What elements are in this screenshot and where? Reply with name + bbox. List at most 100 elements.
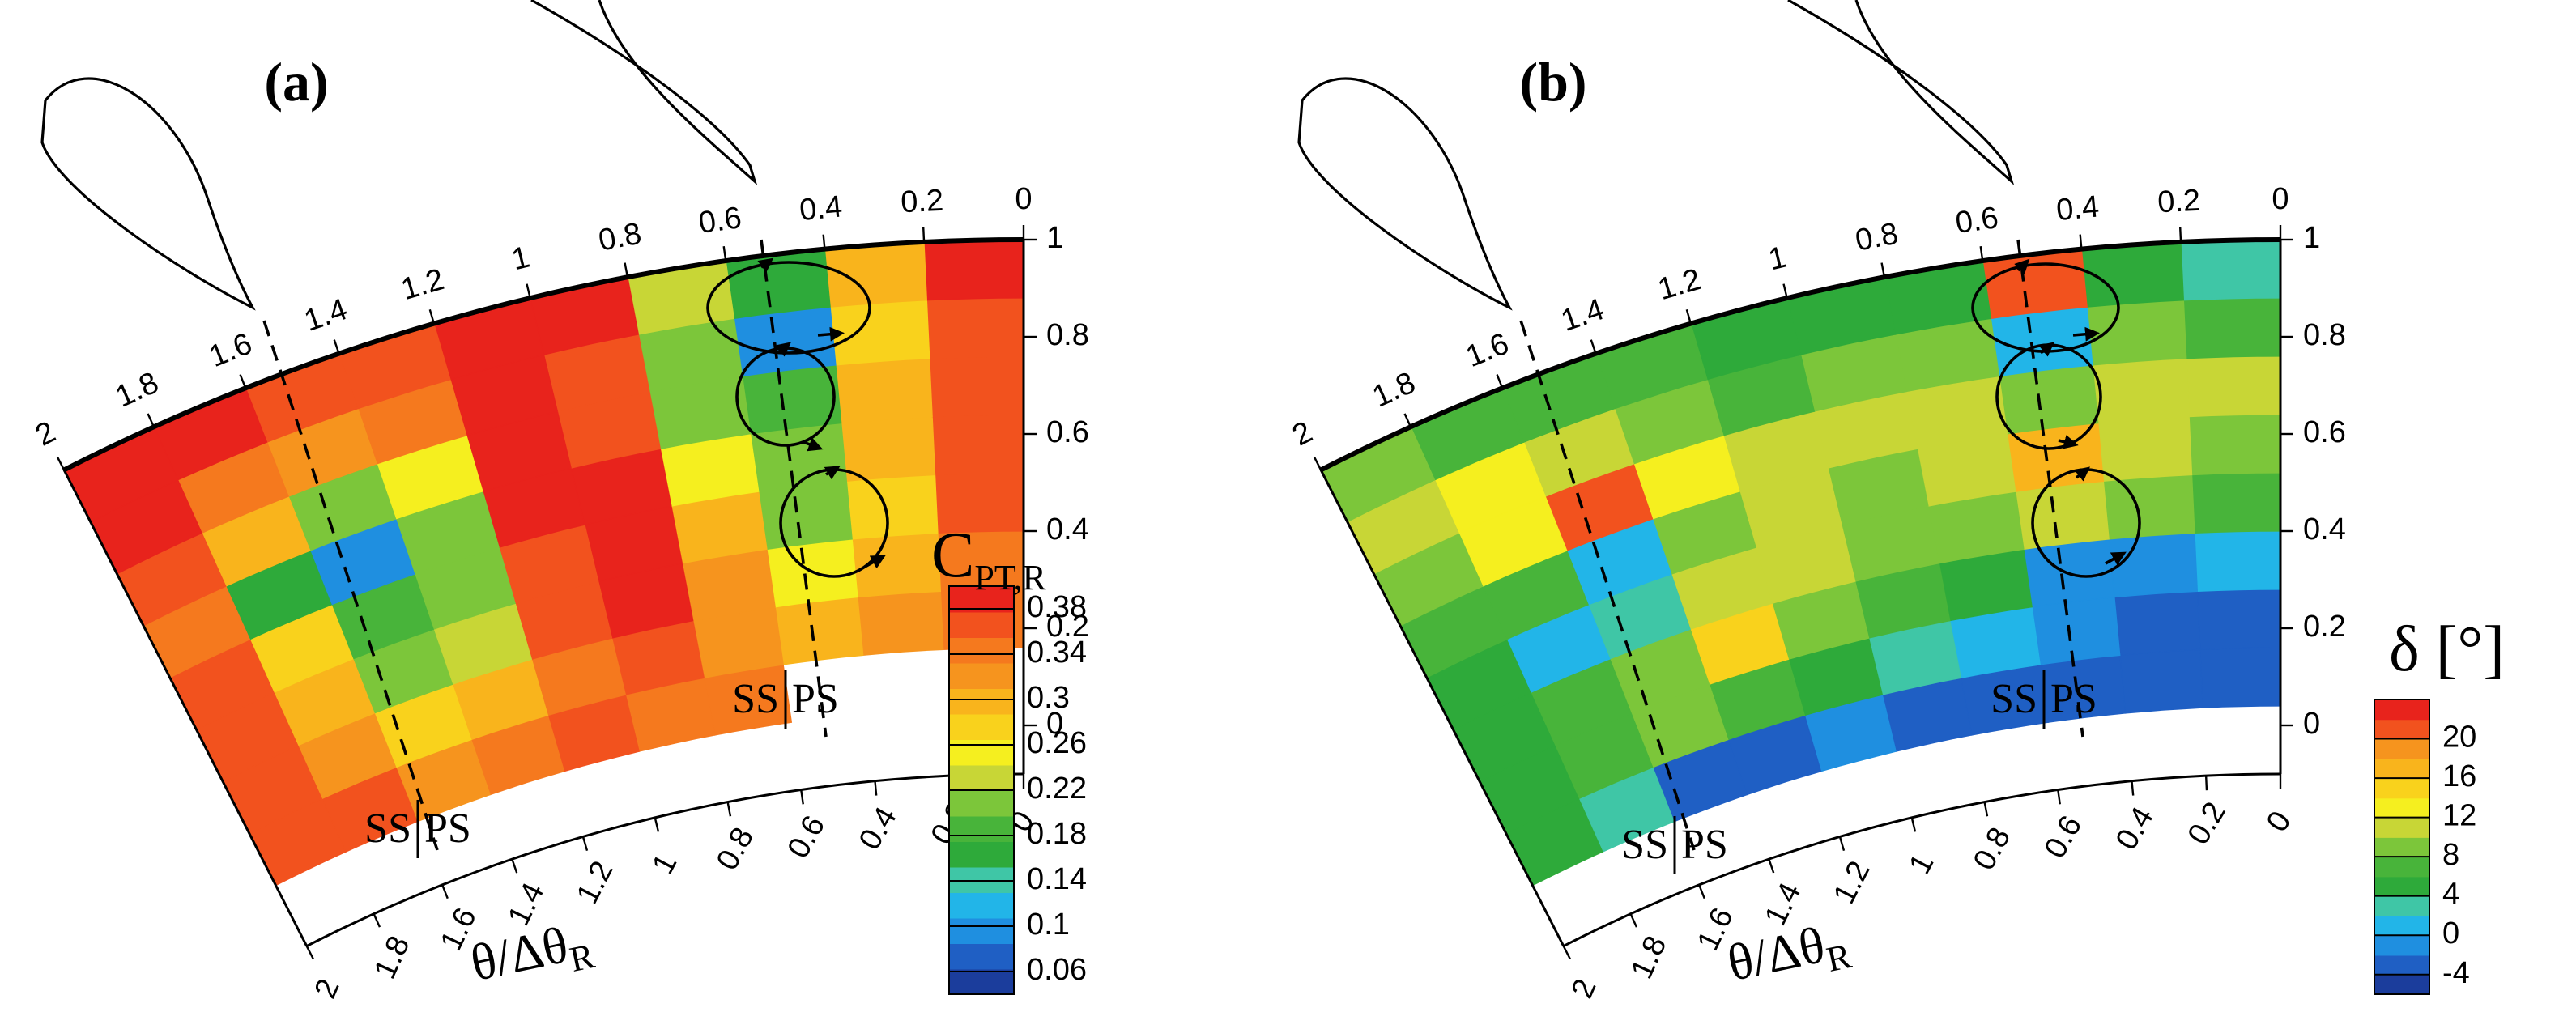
x-tick-label: 0.6 [1953,201,2000,240]
x-tick-label: 0.2 [2182,797,2233,851]
ss-label: SS [1991,676,2037,722]
x-tick [922,227,926,242]
x-tick [1979,246,1984,262]
colorbar-band [2374,915,2429,937]
x-tick [305,945,314,960]
arrow [775,342,792,357]
arrow [2058,435,2079,449]
overlay [262,239,2141,851]
arrow [864,555,886,569]
x-tick [239,374,247,389]
colorbar-band [949,866,1014,893]
colorbar-title: δ [°] [2389,614,2505,685]
colorbar-band [949,841,1014,868]
arrow [2038,342,2055,357]
x-tick-label: 0.8 [1853,217,1901,258]
contour-cell [2108,532,2199,598]
x-tick [1838,836,1846,852]
colorbar-band [949,739,1014,766]
colorbar-band [2374,817,2429,838]
x-tick-label: 0.6 [696,201,743,240]
x-tick [1983,802,1989,817]
contour-cell [1998,364,2099,435]
contour-cell [2194,530,2281,593]
x-tick [1590,339,1597,355]
contour-cell [2188,414,2281,476]
x-tick [1910,817,1917,832]
contour-cell [2092,358,2190,424]
ps-label: PS [792,676,839,722]
x-tick-label: 1.6 [1462,327,1514,374]
x-tick-label: 0.2 [2157,184,2201,219]
blade [530,0,758,185]
colorbar-band [949,764,1014,791]
colorbar-title-sub: PT,R [974,558,1046,597]
x-tick [428,309,435,324]
x-axis-label-main: θ/Δθ [1722,916,1829,992]
contour-cell [2031,596,2121,665]
y-tick-label: 0.4 [2303,512,2346,546]
x-tick-label: 0 [1015,182,1032,216]
x-tick-label: 0.4 [853,802,904,856]
colorbar-title-main: C [931,520,974,591]
x-tick [654,817,660,832]
contour-cell [2191,472,2281,534]
contour-cell [758,480,853,551]
x-tick-label: 2 [1565,974,1603,1003]
colorbar-tick-label: 0.26 [1027,726,1087,760]
arrow [2074,466,2091,482]
x-tick-label: 1.4 [1557,292,1609,338]
colorbar-tick-label: 0.18 [1027,817,1087,851]
y-tick-label: 0.8 [2303,318,2346,352]
contour-cell [824,241,928,308]
colorbar-band [949,688,1014,715]
y-tick-label: 0.2 [2303,610,2346,644]
arrow [803,437,824,452]
contour-cell [2102,474,2195,540]
colorbar-band [2374,699,2429,721]
colorbar-tick-label: 4 [2442,878,2459,912]
ps-label: PS [1681,822,1728,868]
x-tick-label: 2 [309,974,347,1003]
colorbar-tick-label: 0.38 [1027,590,1087,624]
x-tick-label: 0.4 [798,189,844,227]
colorbar-band [2374,738,2429,759]
colorbar-band [949,790,1014,817]
contour-cell [845,474,939,540]
x-tick-label: 0 [2260,806,2298,838]
colorbar-title-main: δ [°] [2389,614,2505,685]
x-tick-label: 1 [646,848,684,879]
y-tick-label: 1 [2303,221,2320,255]
arrow [824,466,841,480]
colorbar-band [949,815,1014,842]
x-tick-label: 1 [1903,848,1941,879]
contour-cell [2006,422,2105,492]
colorbar-tick-label: 0.1 [1027,908,1070,942]
x-tick [2131,780,2135,796]
colorbar-band [2374,778,2429,799]
x-tick-label: 1.2 [1654,262,1705,307]
x-tick [624,262,629,278]
y-tick-label: 0.6 [2303,415,2346,449]
ps-label: PS [424,806,471,852]
x-tick [1562,945,1571,960]
ss-label: SS [364,806,411,852]
x-tick [1880,262,1886,278]
ss-label: SS [732,676,779,722]
colorbar-tick-label: 0 [2442,916,2459,950]
x-tick-label: 1.8 [1368,366,1420,415]
x-tick-label: 2 [30,415,61,453]
x-tick-label: 0.4 [2110,802,2161,856]
colorbar-title: CPT,R [931,520,1046,597]
colorbar-band [949,943,1014,970]
colorbar-band [2374,836,2429,858]
x-tick-label: 1 [1765,240,1790,278]
arrow [817,326,845,342]
x-tick-label: 1.2 [1827,856,1876,909]
colorbar-band [949,611,1014,638]
x-tick [822,234,826,249]
blade [1297,77,1513,311]
contour-cell [926,297,1024,359]
colorbar-band [2374,719,2429,740]
